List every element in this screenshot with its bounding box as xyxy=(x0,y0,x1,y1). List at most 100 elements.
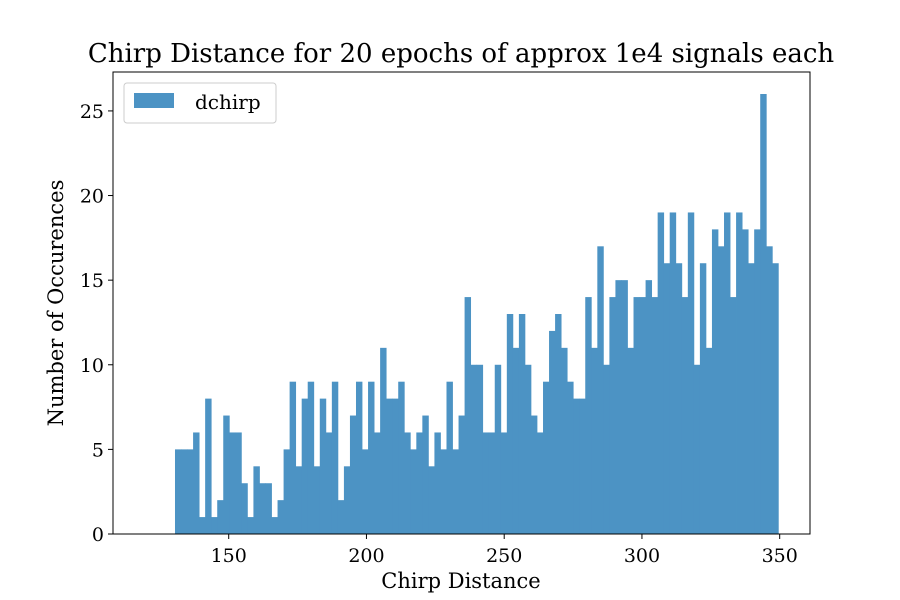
histogram-bar xyxy=(265,483,272,534)
y-tick-label: 20 xyxy=(80,186,104,208)
histogram-bar xyxy=(223,415,230,534)
histogram-bar xyxy=(567,381,574,534)
histogram-bar xyxy=(241,483,248,534)
histogram-bar xyxy=(283,449,291,534)
y-axis-ticks: 0 5 10 15 20 25 xyxy=(80,101,113,546)
histogram-bar xyxy=(742,229,749,534)
legend: dchirp xyxy=(123,82,277,124)
histogram-bar xyxy=(748,263,755,534)
histogram-bar xyxy=(422,415,429,534)
histogram-bar xyxy=(277,500,284,534)
histogram-bar xyxy=(205,398,212,534)
histogram-bar xyxy=(500,432,508,534)
histogram-bar xyxy=(307,381,315,534)
histogram-bar xyxy=(766,246,773,534)
x-tick-label: 350 xyxy=(762,545,798,567)
histogram-bar xyxy=(717,246,725,534)
histogram-bar xyxy=(313,466,321,534)
x-tick-label: 150 xyxy=(211,545,247,567)
histogram-bar xyxy=(603,364,610,534)
histogram-bar xyxy=(555,314,562,534)
y-tick-label: 15 xyxy=(80,270,104,292)
histogram-bar xyxy=(440,449,447,534)
histogram-bar xyxy=(349,415,357,534)
histogram-bar xyxy=(446,381,453,534)
histogram-bar xyxy=(730,297,737,534)
x-tick-label: 300 xyxy=(624,545,660,567)
histogram-bar xyxy=(325,432,333,534)
histogram-bar xyxy=(368,381,375,534)
histogram-bar xyxy=(506,314,514,534)
histogram-bar xyxy=(464,297,472,534)
histogram-bar xyxy=(404,432,411,534)
legend-label-dchirp: dchirp xyxy=(195,90,261,114)
histogram-bar xyxy=(217,500,224,534)
histogram-bar xyxy=(687,212,695,534)
histogram-bar xyxy=(591,347,598,534)
histogram-bar xyxy=(585,297,592,534)
legend-swatch-dchirp xyxy=(134,93,174,108)
histogram-bar xyxy=(530,415,538,534)
histogram-bar xyxy=(331,381,339,534)
histogram-bar xyxy=(362,449,369,534)
histogram-bar xyxy=(609,297,616,534)
x-axis-ticks: 150 200 250 300 350 xyxy=(211,534,798,567)
histogram-bar xyxy=(482,432,490,534)
histogram-bar xyxy=(337,500,345,534)
histogram-bar xyxy=(380,347,387,534)
histogram-bar xyxy=(229,432,236,534)
histogram-bar xyxy=(760,94,767,534)
histogram-bar xyxy=(669,212,677,534)
histogram-bar xyxy=(199,517,206,534)
histogram-bar xyxy=(355,381,363,534)
histogram-bar xyxy=(651,297,659,534)
histogram-bar xyxy=(663,263,671,534)
histogram-bar xyxy=(693,364,701,534)
histogram-bar xyxy=(295,466,303,534)
histogram-bar xyxy=(392,398,399,534)
histogram-bar xyxy=(711,229,719,534)
histogram-bar xyxy=(754,229,761,534)
histogram-bar xyxy=(343,466,351,534)
histogram-bar xyxy=(301,398,309,534)
histogram-bar xyxy=(633,297,640,534)
histogram-bar xyxy=(235,432,242,534)
x-tick-label: 200 xyxy=(348,545,384,567)
histogram-bar xyxy=(561,347,568,534)
histogram-bar xyxy=(699,263,707,534)
histogram-bar xyxy=(271,517,278,534)
histogram-bar xyxy=(174,449,182,534)
chart-title: Chirp Distance for 20 epochs of approx 1… xyxy=(88,39,835,69)
histogram-bar xyxy=(549,330,556,534)
histogram-bar xyxy=(524,364,532,534)
histogram-bar xyxy=(621,280,628,534)
histogram-bar xyxy=(724,212,731,534)
histogram-bar xyxy=(705,347,713,534)
y-tick-label: 10 xyxy=(80,355,104,377)
histogram-bar xyxy=(536,432,544,534)
y-tick-label: 5 xyxy=(92,439,104,461)
histogram-bar xyxy=(428,466,435,534)
histogram-bar xyxy=(494,364,502,534)
histogram-bar xyxy=(772,263,779,534)
histogram-bars xyxy=(174,94,779,534)
histogram-bar xyxy=(410,449,417,534)
histogram-bar xyxy=(452,449,459,534)
histogram-bar xyxy=(319,398,327,534)
histogram-bar xyxy=(398,381,405,534)
histogram-bar xyxy=(518,314,526,534)
y-tick-label: 25 xyxy=(80,101,104,123)
x-tick-label: 250 xyxy=(486,545,522,567)
histogram-bar xyxy=(597,246,604,534)
histogram-bar xyxy=(639,297,646,534)
histogram-bar xyxy=(543,381,550,534)
histogram-bar xyxy=(181,449,188,534)
histogram-bar xyxy=(512,347,520,534)
y-tick-label: 0 xyxy=(92,524,104,546)
histogram-bar xyxy=(386,398,393,534)
histogram-bar xyxy=(259,483,266,534)
histogram-bar xyxy=(458,415,465,534)
histogram-bar xyxy=(289,381,297,534)
histogram-bar xyxy=(488,432,496,534)
